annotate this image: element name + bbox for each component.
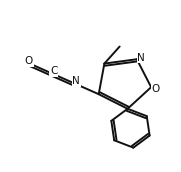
Text: O: O — [151, 84, 160, 94]
Text: N: N — [137, 52, 145, 63]
Text: C: C — [50, 66, 57, 76]
Text: N: N — [72, 76, 80, 86]
Text: O: O — [25, 56, 33, 66]
